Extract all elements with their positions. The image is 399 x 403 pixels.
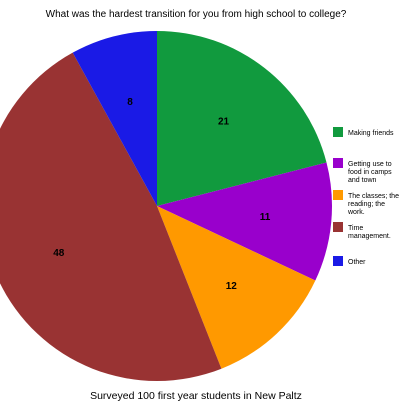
slice-value-label-4: 8 (127, 97, 133, 108)
slice-labels: 21 11 12 48 8 (53, 97, 270, 292)
legend-label-4: Other (348, 259, 366, 266)
pie-slice-3 (0, 52, 222, 381)
legend: Making friends Getting use to food in camp… (333, 127, 399, 266)
pie-slice-2 (157, 206, 316, 369)
legend-swatch-0 (333, 127, 343, 137)
legend-label-1: Getting use to food in camps and town (348, 161, 392, 184)
legend-swatch-2 (333, 190, 343, 200)
pie-slice-1 (157, 162, 332, 281)
pie-slice-4 (72, 31, 157, 206)
legend-item-2: The classes; the reading; the work. (333, 190, 399, 216)
legend-item-4: Other (333, 256, 366, 266)
pie-slices (0, 31, 332, 381)
slice-value-label-1: 11 (260, 212, 271, 223)
slice-value-label-0: 21 (218, 116, 230, 127)
legend-item-0: Making friends (333, 127, 394, 137)
legend-label-3: Time management. (348, 225, 391, 240)
chart-title: What was the hardest transition for you … (46, 9, 347, 20)
legend-swatch-3 (333, 222, 343, 232)
legend-swatch-1 (333, 158, 343, 168)
slice-value-label-3: 48 (53, 248, 65, 259)
chart-subtitle: Surveyed 100 first year students in New … (90, 390, 302, 402)
legend-item-3: Time management. (333, 222, 391, 240)
legend-item-1: Getting use to food in camps and town (333, 158, 392, 184)
pie-slice-0 (157, 31, 327, 206)
legend-swatch-4 (333, 256, 343, 266)
slice-value-label-2: 12 (226, 281, 238, 292)
legend-label-2: The classes; the reading; the work. (347, 193, 399, 216)
legend-label-0: Making friends (348, 130, 394, 137)
